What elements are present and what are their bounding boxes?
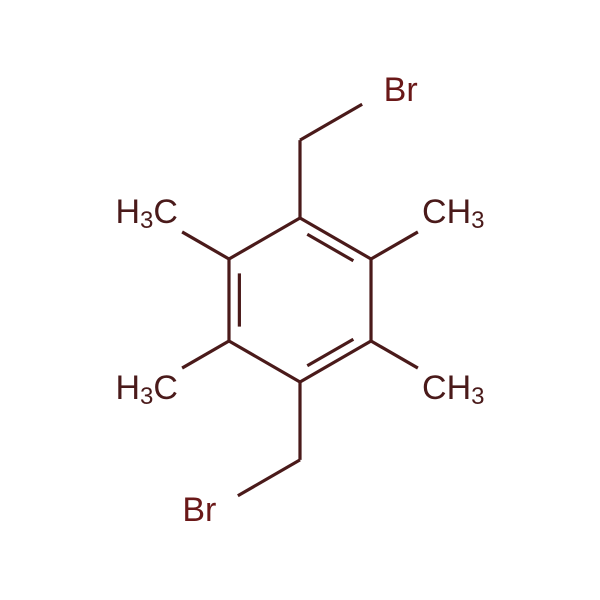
label-br-top: Br — [384, 71, 418, 109]
label-ch3-top-right: CH3 — [422, 193, 484, 234]
label-ch3-bottom-right: CH3 — [422, 369, 484, 410]
label-h3c-bottom-left: H3C — [115, 369, 177, 410]
label-br-bottom: Br — [182, 491, 216, 529]
molecule-diagram: Br Br CH3 CH3 H3C H3C — [0, 0, 600, 600]
label-h3c-top-left: H3C — [115, 193, 177, 234]
